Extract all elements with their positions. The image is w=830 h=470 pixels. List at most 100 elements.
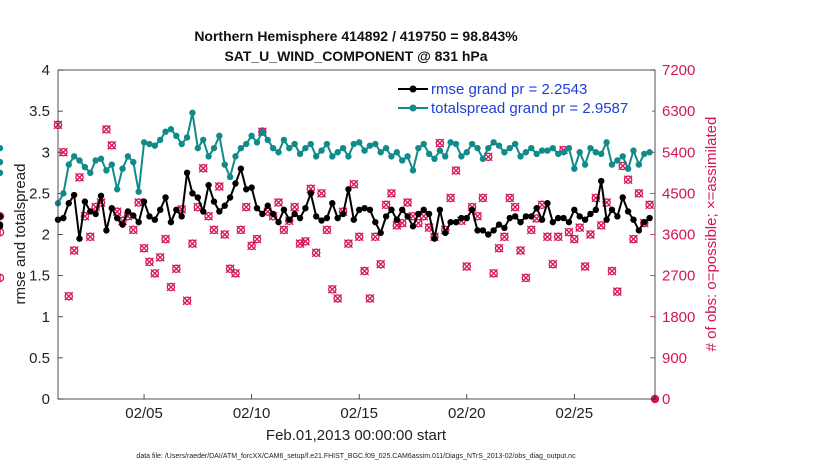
totalspread-point: [528, 144, 535, 152]
obs-count-marker: [69, 246, 79, 255]
rmse-point: [399, 206, 406, 214]
rmse-point: [232, 180, 239, 187]
rmse-point: [323, 214, 331, 222]
rmse-point: [318, 217, 325, 224]
rmse-point: [619, 194, 626, 201]
rmse-point: [517, 218, 524, 226]
obs-count-marker: [381, 200, 391, 210]
obs-count-marker: [521, 273, 531, 283]
totalspread-point: [635, 161, 643, 168]
totalspread-point: [189, 109, 196, 116]
totalspread-point: [345, 153, 352, 160]
rmse-point: [598, 177, 605, 185]
rmse-point: [156, 206, 164, 214]
rmse-point: [248, 184, 255, 191]
rmse-point: [334, 214, 341, 222]
rmse-point: [554, 214, 562, 222]
totalspread-point: [533, 150, 540, 158]
totalspread-point: [60, 190, 67, 197]
rmse-point: [560, 214, 567, 222]
rmse-point: [646, 214, 653, 222]
obs-count-marker: [214, 182, 224, 191]
obs-count-marker: [75, 172, 84, 182]
rmse-point: [178, 213, 185, 220]
totalspread-point: [253, 139, 261, 146]
x-tick-label: 02/05: [125, 405, 163, 422]
rmse-point: [264, 202, 271, 209]
obs-count-marker: [526, 225, 536, 235]
obs-count-marker: [247, 241, 257, 251]
totalspread-point: [291, 140, 298, 148]
obs-count-marker: [478, 193, 488, 203]
chart-subtitle: SAT_U_WIND_COMPONENT @ 831 hPa: [224, 48, 487, 64]
totalspread-point: [624, 165, 632, 172]
obs-count-marker: [607, 266, 617, 276]
obs-count-marker: [274, 198, 283, 207]
totalspread-point: [415, 144, 422, 152]
rmse-point: [221, 202, 228, 209]
totalspread-point: [146, 140, 153, 148]
totalspread-point: [302, 144, 309, 152]
totalspread-point: [361, 147, 368, 154]
totalspread-point: [312, 153, 320, 160]
rmse-point: [269, 210, 277, 218]
obs-count-marker: [596, 220, 606, 230]
totalspread-point: [113, 186, 121, 193]
y-tick-label: 0: [42, 391, 50, 408]
obs-count-marker: [435, 138, 445, 148]
obs-count-marker: [376, 259, 386, 269]
totalspread-point: [366, 142, 374, 149]
rmse-point: [581, 216, 589, 223]
rmse-point: [614, 213, 621, 220]
legend-label-spread: totalspread grand pr = 2.9587: [431, 100, 628, 117]
obs-count-marker: [360, 266, 370, 276]
totalspread-point: [587, 144, 594, 152]
rmse-point: [425, 210, 433, 218]
rmse-point: [522, 213, 530, 220]
obs-count-marker: [144, 257, 154, 267]
obs-count-marker: [279, 225, 289, 235]
rmse-point: [329, 200, 336, 207]
obs-count-marker: [505, 193, 515, 203]
obs-count-marker: [349, 179, 359, 189]
tick-labels: 0 0.5 1 1.5 2 2.5 3 3.5 4 0 900 1800 2700 3600 4500 540…: [29, 62, 695, 422]
obs-count-marker: [564, 227, 574, 237]
totalspread-point: [130, 158, 137, 166]
totalspread-point: [167, 126, 175, 133]
totalspread-point: [334, 149, 341, 156]
rmse-point: [253, 204, 261, 212]
rmse-point: [533, 204, 540, 212]
rmse-point: [490, 227, 497, 234]
rmse-point: [350, 216, 358, 223]
totalspread-point: [630, 147, 637, 154]
totalspread-point: [544, 147, 551, 154]
rmse-point: [70, 191, 78, 199]
totalspread-point: [608, 161, 616, 168]
totalspread-point: [307, 140, 314, 148]
obs-count-marker: [553, 232, 563, 242]
rmse-point: [210, 198, 218, 205]
obs-count-marker: [489, 268, 499, 278]
rmse-point: [436, 206, 444, 214]
totalspread-point: [522, 149, 530, 156]
rmse-point: [65, 200, 72, 207]
totalspread-point: [286, 144, 293, 152]
totalspread-point: [479, 155, 487, 163]
totalspread-point: [243, 140, 250, 148]
totalspread-point: [140, 139, 148, 146]
y-tick-label: 3.5: [29, 103, 50, 120]
totalspread-point: [76, 157, 83, 164]
totalspread-point: [463, 149, 470, 156]
obs-count-marker: [209, 225, 219, 235]
obs-count-marker: [499, 232, 509, 242]
rmse-point: [183, 169, 191, 177]
obs-count-marker: [548, 259, 558, 269]
obs-count-marker: [231, 268, 240, 278]
obs-count-marker: [204, 211, 214, 221]
rmse-point: [243, 186, 250, 193]
rmse-point: [361, 204, 368, 212]
totalspread-point: [205, 153, 212, 160]
rmse-point: [92, 210, 99, 218]
rmse-point: [200, 208, 207, 215]
obs-count-marker: [0, 211, 5, 221]
